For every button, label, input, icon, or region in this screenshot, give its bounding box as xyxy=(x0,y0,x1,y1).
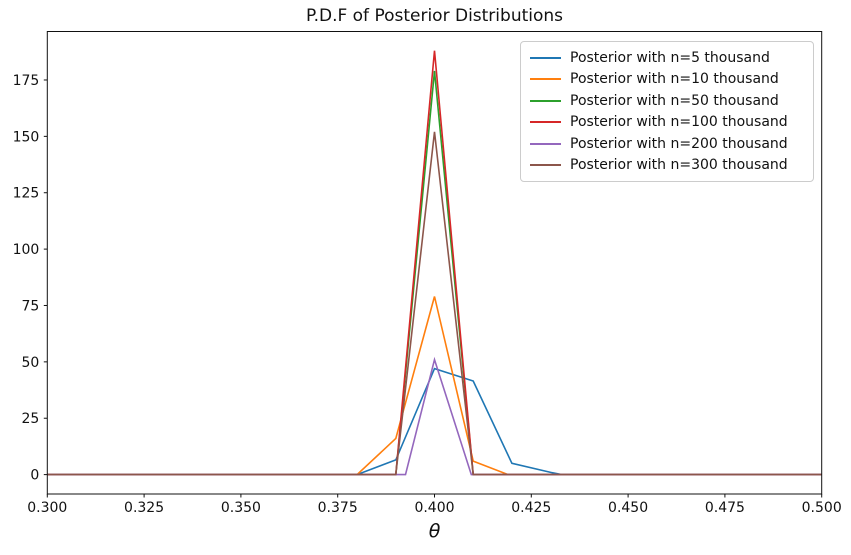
legend-line-sample xyxy=(530,78,561,81)
y-tick-label: 175 xyxy=(13,73,40,89)
legend-line-sample xyxy=(530,164,561,167)
x-tick-label: 0.475 xyxy=(705,500,745,516)
legend-item-2: Posterior with n=50 thousand xyxy=(530,93,805,109)
x-tick-label: 0.425 xyxy=(511,500,551,516)
legend-label: Posterior with n=200 thousand xyxy=(570,135,788,152)
x-tick-label: 0.375 xyxy=(318,500,358,516)
legend-item-1: Posterior with n=10 thousand xyxy=(530,71,805,87)
legend-line-sample xyxy=(530,142,561,145)
y-tick-label: 125 xyxy=(13,186,40,202)
x-tick-label: 0.325 xyxy=(124,500,164,516)
x-tick-label: 0.450 xyxy=(608,500,648,516)
chart-title: P.D.F of Posterior Distributions xyxy=(305,6,564,26)
y-tick-label: 25 xyxy=(21,411,39,427)
legend-item-5: Posterior with n=300 thousand xyxy=(530,157,805,173)
legend-label: Posterior with n=10 thousand xyxy=(570,71,779,88)
legend-label: Posterior with n=100 thousand xyxy=(570,114,788,131)
y-tick-label: 75 xyxy=(21,298,39,314)
x-tick-label: 0.350 xyxy=(221,500,261,516)
legend-label: Posterior with n=300 thousand xyxy=(570,157,788,174)
x-tick-label: 0.400 xyxy=(414,500,454,516)
series-line-1 xyxy=(47,296,822,476)
legend: Posterior with n=5 thousand Posterior wit… xyxy=(520,41,814,182)
legend-line-sample xyxy=(530,56,561,59)
legend-label: Posterior with n=5 thousand xyxy=(570,49,770,66)
series-line-4 xyxy=(47,356,822,476)
y-tick-label: 100 xyxy=(13,242,40,258)
y-tick-label: 0 xyxy=(30,468,39,484)
legend-label: Posterior with n=50 thousand xyxy=(570,92,779,109)
x-axis-label: θ xyxy=(428,520,441,542)
legend-item-3: Posterior with n=100 thousand xyxy=(530,114,805,130)
series-line-0 xyxy=(47,367,822,476)
y-tick-label: 50 xyxy=(21,355,39,371)
y-tick-label: 150 xyxy=(13,129,40,145)
x-tick-label: 0.500 xyxy=(802,500,842,516)
legend-line-sample xyxy=(530,121,561,124)
legend-item-0: Posterior with n=5 thousand xyxy=(530,50,805,66)
axes-spines xyxy=(46,31,823,495)
series-line-5 xyxy=(47,131,822,476)
legend-line-sample xyxy=(530,99,561,102)
legend-item-4: Posterior with n=200 thousand xyxy=(530,136,805,152)
x-tick-label: 0.300 xyxy=(27,500,67,516)
